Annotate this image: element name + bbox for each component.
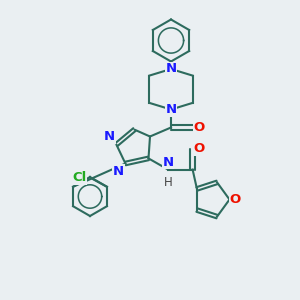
Text: H: H <box>164 176 172 189</box>
Text: N: N <box>162 156 174 169</box>
Text: N: N <box>165 103 177 116</box>
Text: N: N <box>165 62 177 76</box>
Text: O: O <box>229 193 241 206</box>
Text: N: N <box>113 165 124 178</box>
Text: O: O <box>193 142 204 155</box>
Text: O: O <box>194 121 205 134</box>
Text: Cl: Cl <box>73 171 87 184</box>
Text: N: N <box>104 130 115 143</box>
